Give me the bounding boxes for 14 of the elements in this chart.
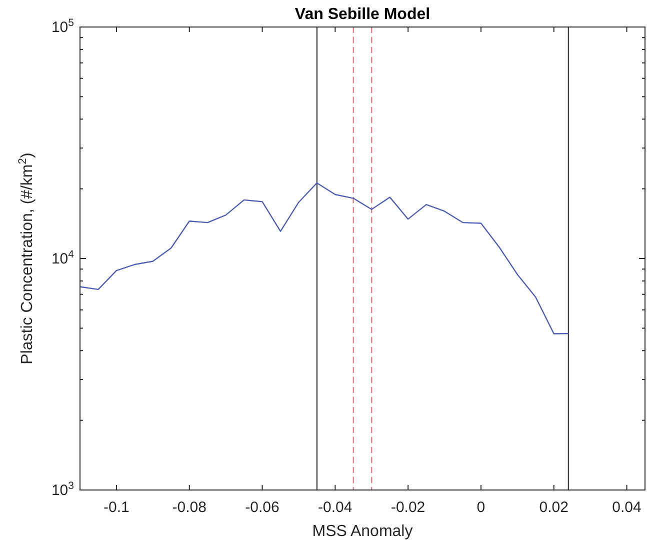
- x-axis-title: MSS Anomaly: [312, 523, 413, 540]
- y-tick-label: 10$^{3}$: [51, 480, 74, 499]
- x-tick-label: -0.08: [172, 499, 206, 516]
- x-tick-label: 0: [476, 499, 486, 516]
- line-series: [79, 182, 570, 334]
- y-tick-label: 10$^{4}$: [51, 248, 74, 268]
- x-tick-label: -0.1: [104, 499, 130, 516]
- x-tick-label: 0.02: [539, 499, 568, 516]
- x-tick-label: -0.06: [245, 499, 280, 516]
- x-tick-label: -0.04: [318, 499, 352, 516]
- x-tick-label: 0.04: [612, 499, 642, 516]
- y-tick-label: 10$^{5}$: [51, 17, 74, 36]
- chart-title: Van Sebille Model: [294, 6, 430, 23]
- x-tick-label: -0.02: [390, 499, 426, 516]
